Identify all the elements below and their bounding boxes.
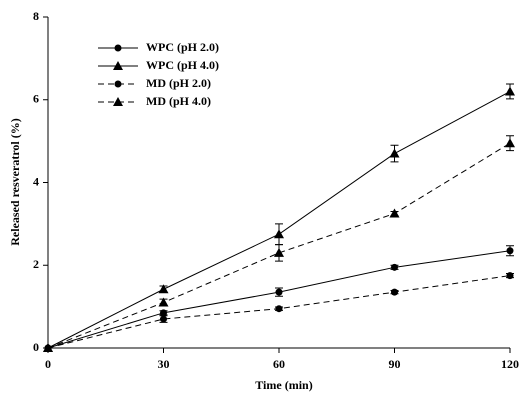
marker	[506, 247, 514, 255]
x-tick-label: 120	[501, 357, 519, 371]
y-axis-label: Released resveratrol (%)	[8, 118, 22, 246]
marker	[160, 309, 167, 317]
legend-label: MD (pH 4.0)	[146, 94, 211, 108]
marker	[158, 284, 169, 294]
x-tick-label: 90	[389, 357, 401, 371]
marker	[43, 343, 53, 352]
legend-marker	[114, 80, 122, 88]
series-line	[47, 250, 511, 349]
series-line	[47, 142, 511, 349]
legend-label: MD (pH 2.0)	[146, 76, 211, 90]
x-tick-label: 60	[273, 357, 285, 371]
y-tick-label: 6	[33, 92, 39, 106]
legend-label: WPC (pH 2.0)	[146, 40, 219, 54]
marker	[389, 208, 400, 218]
y-tick-label: 4	[33, 174, 39, 188]
marker	[389, 148, 400, 158]
marker	[391, 288, 398, 296]
x-tick-label: 30	[158, 357, 170, 371]
marker	[506, 272, 514, 280]
marker	[158, 297, 169, 307]
marker	[275, 288, 283, 296]
marker	[505, 86, 515, 96]
marker	[505, 138, 515, 148]
legend-label: WPC (pH 4.0)	[146, 58, 219, 72]
x-axis-label: Time (min)	[255, 378, 312, 392]
legend-marker	[114, 44, 122, 52]
y-tick-label: 0	[33, 340, 39, 354]
legend-marker	[113, 61, 123, 70]
marker	[274, 247, 284, 257]
marker	[274, 229, 284, 239]
legend-marker	[113, 97, 123, 106]
marker	[391, 263, 398, 271]
marker	[160, 315, 167, 323]
x-tick-label: 0	[45, 357, 51, 371]
y-tick-label: 2	[33, 257, 39, 271]
y-tick-label: 8	[33, 9, 39, 23]
marker	[275, 305, 283, 313]
